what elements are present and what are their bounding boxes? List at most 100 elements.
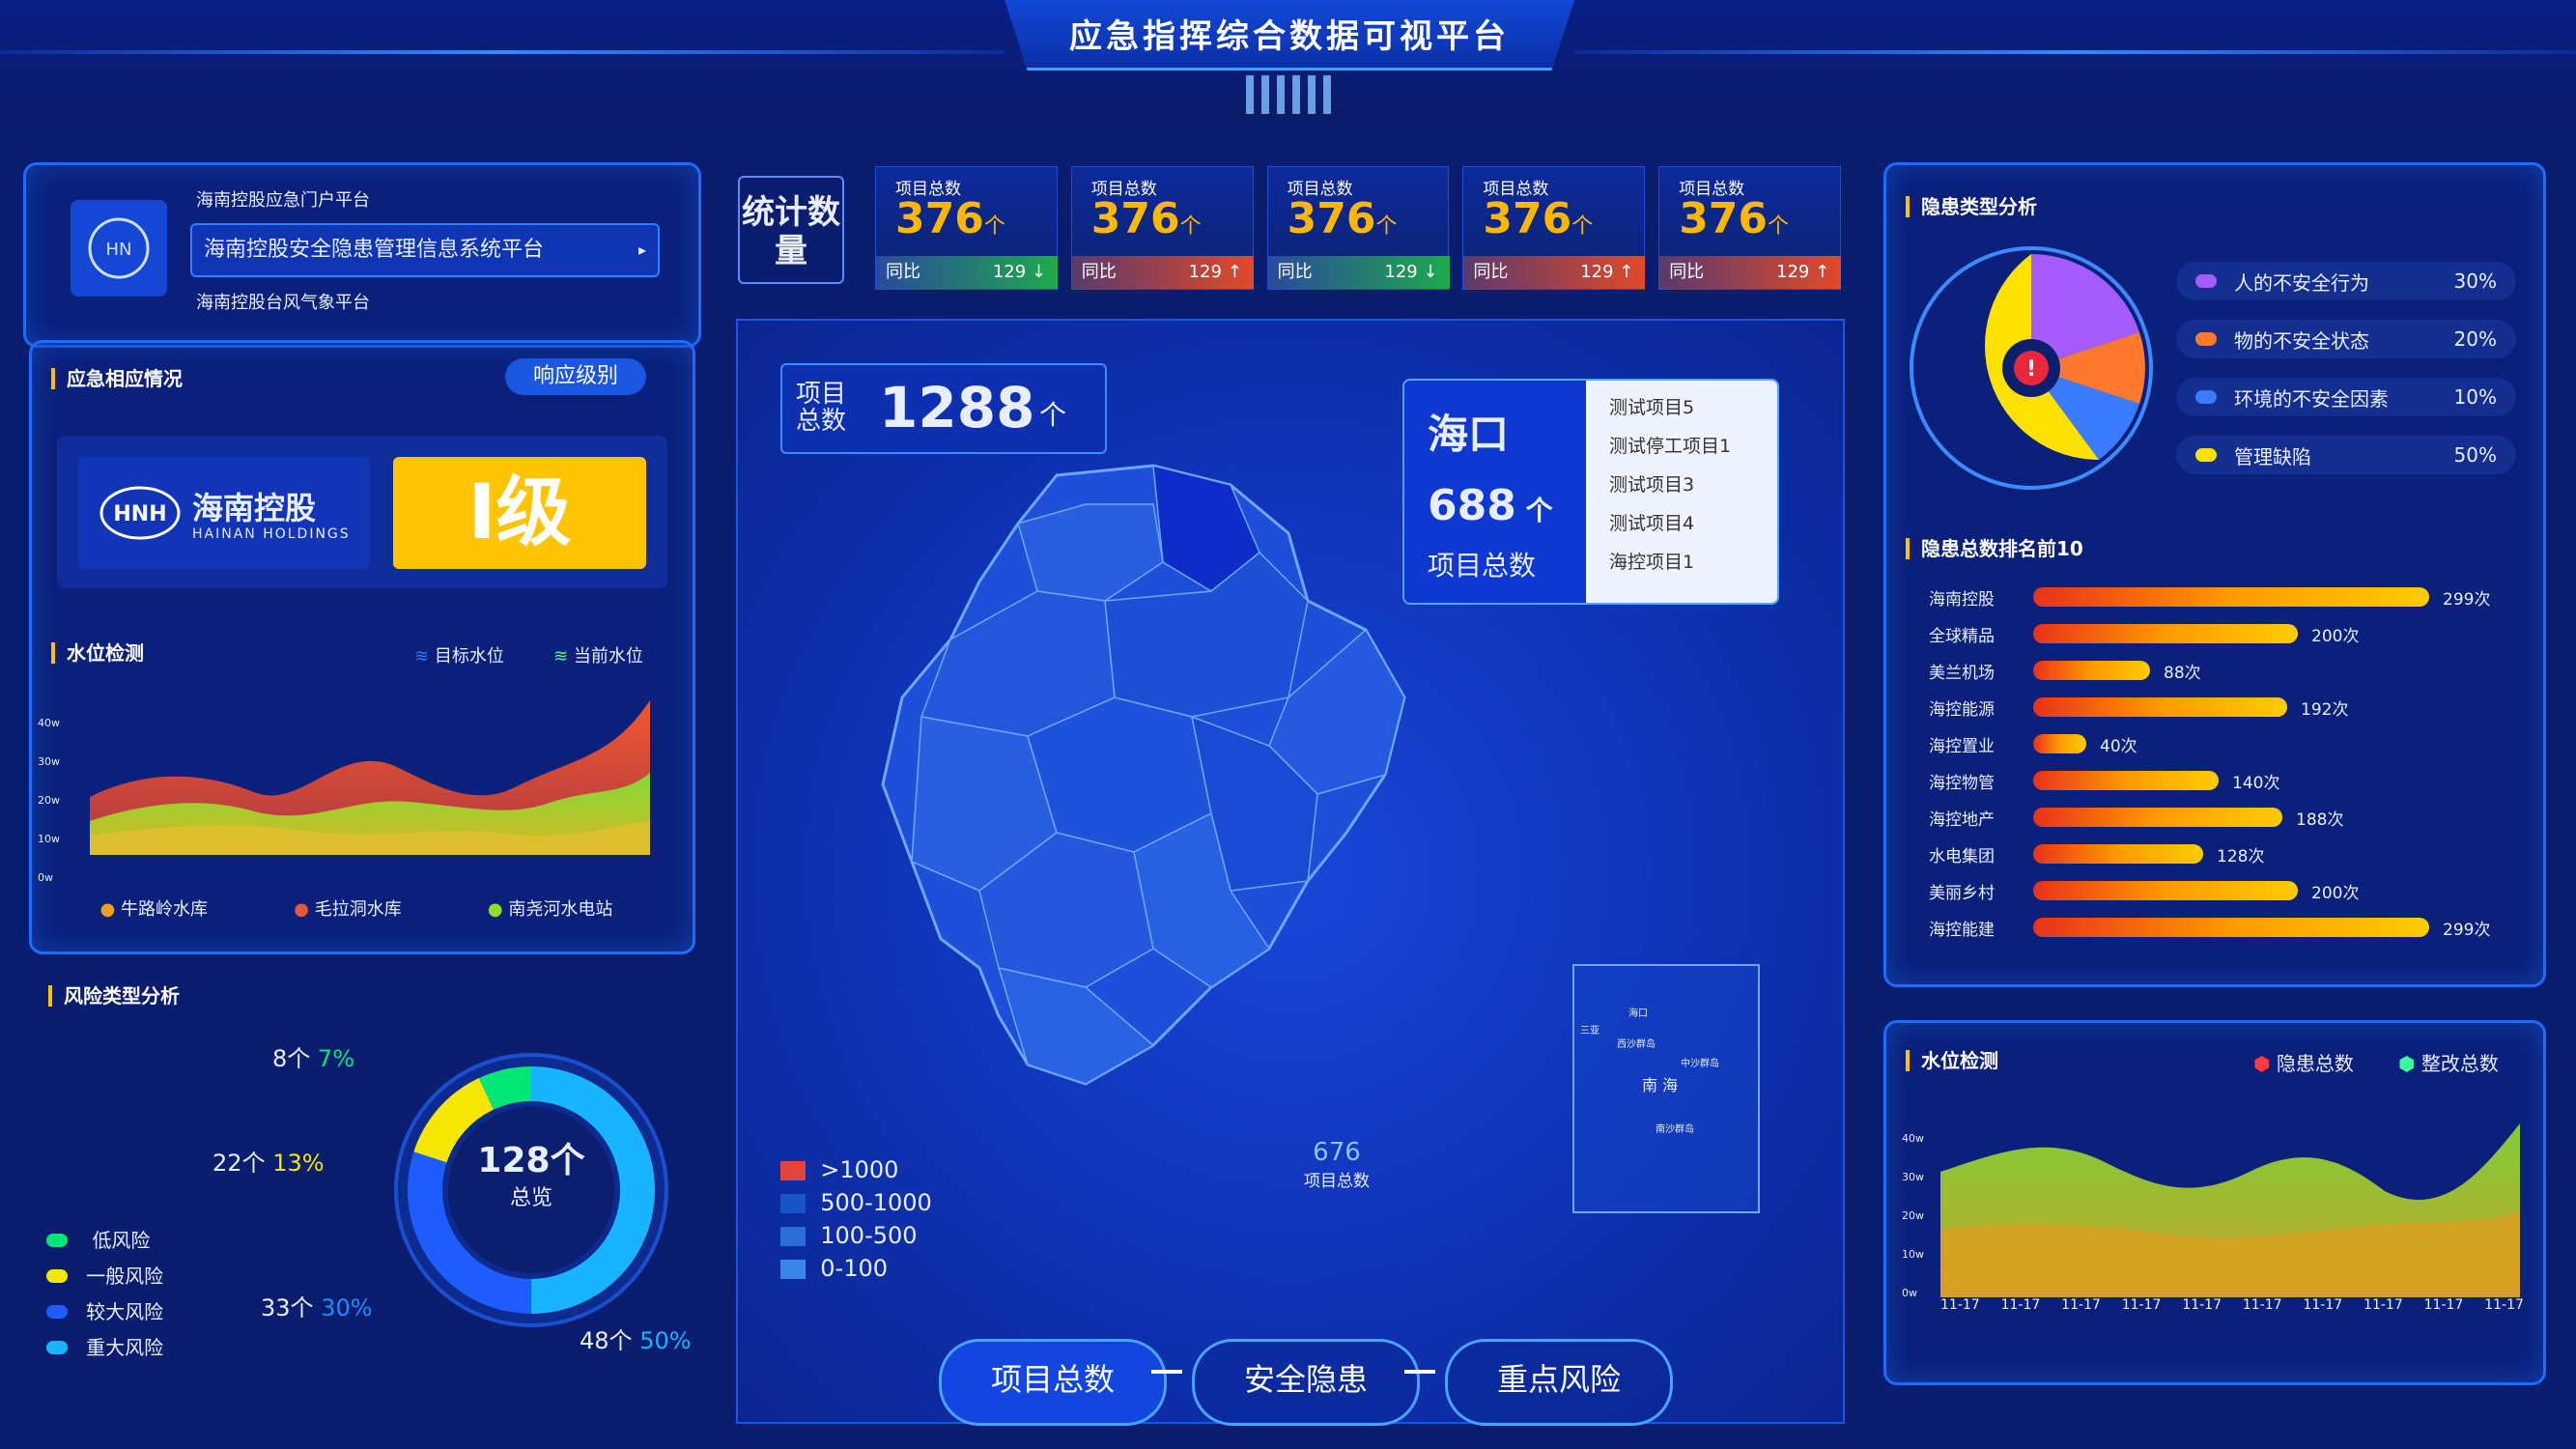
risk-callout-critical: 48个 50% <box>580 1321 692 1355</box>
project-item[interactable]: 测试项目5 <box>1609 397 1695 418</box>
danger-type-item[interactable]: 物的不安全状态 20% <box>2176 320 2516 358</box>
danger-type-legend: 人的不安全行为 30% 物的不安全状态 20% 环境的不安全因素 10% 管理缺陷 50… <box>2176 262 2516 474</box>
water2-x-axis: 11-17 11-17 11-17 11-17 11-17 11-17 11-1… <box>1940 1297 2524 1313</box>
stat-title: 项目总数 <box>1679 180 1745 199</box>
stat-card[interactable]: 项目总数 376个 同比 129 ↑ <box>1070 166 1254 290</box>
stat-card[interactable]: 项目总数 376个 同比 129 ↑ <box>1658 166 1842 290</box>
portal-link-2-label: 海南控股安全隐患管理信息系统平台 <box>204 238 545 262</box>
response-level-button[interactable]: 响应级别 <box>505 358 646 395</box>
risk-legend: 低风险 一般风险 较大风险 重大风险 <box>46 1223 163 1366</box>
stat-foot-number: 129 <box>992 262 1027 282</box>
nav-key-risk[interactable]: 重点风险 <box>1445 1339 1673 1426</box>
stat-card[interactable]: 项目总数 376个 同比 129 ↑ <box>1462 166 1646 290</box>
danger-type-item[interactable]: 人的不安全行为 30% <box>2176 262 2516 300</box>
project-item[interactable]: 测试项目4 <box>1609 513 1695 534</box>
emergency-panel: 应急相应情况 响应级别 HNH 海南控股 HAINAN HOLDINGS I级 … <box>29 340 695 954</box>
stat-card[interactable]: 项目总数 376个 同比 129 ↓ <box>875 166 1058 290</box>
ranking-value: 200次 <box>2311 626 2360 646</box>
ranking-title: 隐患总数排名前10 <box>1906 538 2083 559</box>
x-tick: 11-17 <box>2364 1297 2403 1313</box>
y-tick: 20w <box>38 794 60 807</box>
ranking-row[interactable]: 海南控股 299次 <box>1929 579 2508 615</box>
callout-pct: 13% <box>272 1150 325 1177</box>
project-item[interactable]: 测试项目3 <box>1609 474 1695 496</box>
header-deco-right <box>1574 50 2576 54</box>
ranking-name: 海南控股 <box>1929 589 1995 610</box>
station-legend: ● 牛路岭水库 ● 毛拉洞水库 ● 南尧河水电站 <box>57 895 656 921</box>
inset-label: 西沙群岛 <box>1617 1039 1656 1050</box>
stat-footer: 同比 129 ↑ <box>1659 256 1842 289</box>
ranking-bar <box>2033 734 2086 753</box>
stat-footer: 同比 129 ↑ <box>1071 256 1254 289</box>
nav-project-total[interactable]: 项目总数 <box>939 1339 1167 1426</box>
ranking-bar <box>2033 587 2429 607</box>
ranking-bar <box>2033 918 2429 937</box>
y-tick: 20w <box>1902 1209 1924 1222</box>
danger-type-item[interactable]: 管理缺陷 50% <box>2176 436 2516 474</box>
region-label: 项目总数 <box>1428 550 1537 582</box>
ranking-bar <box>2033 624 2298 643</box>
ranking-bar <box>2033 881 2298 900</box>
emergency-title: 应急相应情况 <box>51 368 183 389</box>
region-name: 海口 <box>1428 411 1510 458</box>
station-label: 牛路岭水库 <box>121 899 209 920</box>
ranking-row[interactable]: 海控物管 140次 <box>1929 762 2508 799</box>
svg-text:HNH: HNH <box>113 502 166 526</box>
stat-unit: 个 <box>1375 214 1398 239</box>
danger-type-name: 环境的不安全因素 <box>2234 386 2389 411</box>
map-total-card: 项目总数 1288 个 <box>780 363 1107 454</box>
swatch-icon <box>2195 332 2217 346</box>
stat-card[interactable]: 项目总数 376个 同比 129 ↓ <box>1266 166 1450 290</box>
legend-label: 100-500 <box>820 1222 918 1249</box>
map-area[interactable]: 项目总数 1288 个 海口 688 个 项目总数 测试项目5 测试停工项目1 … <box>736 319 1845 1424</box>
nav-safety-hazard[interactable]: 安全隐患 <box>1192 1339 1420 1426</box>
swatch-icon <box>780 1227 806 1246</box>
map-legend-item: 500-1000 <box>780 1186 932 1219</box>
stat-value: 376 <box>1483 194 1572 243</box>
portal-link-3[interactable]: 海南控股台风气象平台 <box>196 293 370 313</box>
ranking-row[interactable]: 美兰机场 88次 <box>1929 652 2508 689</box>
map-point-label: 676 项目总数 <box>1304 1138 1370 1191</box>
portal-link-1[interactable]: 海南控股应急门户平台 <box>196 190 370 211</box>
ranking-row[interactable]: 美丽乡村 200次 <box>1929 872 2508 909</box>
ranking-row[interactable]: 海控能建 299次 <box>1929 909 2508 946</box>
ranking-row[interactable]: 海控置业 40次 <box>1929 725 2508 762</box>
legend-label: 重大风险 <box>86 1336 164 1359</box>
y-tick: 30w <box>38 755 60 768</box>
nav-divider <box>1404 1370 1435 1374</box>
callout-count: 22个 <box>212 1150 266 1177</box>
legend-fixed: ⬢ 整改总数 <box>2398 1048 2499 1076</box>
risk-total-value: 128个 <box>477 1141 585 1180</box>
ranking-bar <box>2033 771 2219 790</box>
ranking-row[interactable]: 海控能源 192次 <box>1929 689 2508 725</box>
ranking-row[interactable]: 水电集团 128次 <box>1929 836 2508 872</box>
project-item[interactable]: 测试停工项目1 <box>1609 436 1732 457</box>
station-label: 南尧河水电站 <box>508 899 613 920</box>
ranking-bar <box>2033 808 2282 827</box>
wave-icon: ≋ <box>414 646 430 667</box>
danger-type-name: 管理缺陷 <box>2234 444 2311 469</box>
ranking-value: 40次 <box>2100 736 2137 756</box>
danger-type-item[interactable]: 环境的不安全因素 10% <box>2176 378 2516 416</box>
ranking-row[interactable]: 全球精品 200次 <box>1929 615 2508 652</box>
legend-hazard-label: 隐患总数 <box>2276 1052 2354 1075</box>
danger-type-pct: 30% <box>2453 270 2497 293</box>
y-tick: 10w <box>1902 1248 1924 1261</box>
inset-label: 南沙群岛 <box>1656 1124 1694 1135</box>
legend-label: 0-100 <box>820 1255 889 1282</box>
ranking-row[interactable]: 海控地产 188次 <box>1929 799 2508 836</box>
stat-foot-label: 同比 <box>1669 262 1705 282</box>
y-tick: 40w <box>38 717 60 729</box>
risk-donut-chart <box>394 1053 668 1327</box>
portal-link-2[interactable]: 海南控股安全隐患管理信息系统平台 ▸ <box>190 223 660 277</box>
x-tick: 11-17 <box>2303 1297 2343 1313</box>
project-item[interactable]: 海控项目1 <box>1609 552 1695 573</box>
stat-foot-label: 同比 <box>1081 262 1117 282</box>
region-card[interactable]: 海口 688 个 项目总数 测试项目5 测试停工项目1 测试项目3 测试项目4 … <box>1402 379 1779 605</box>
hainan-map[interactable] <box>863 446 1462 1103</box>
risk-callout-major: 33个 30% <box>261 1289 373 1322</box>
risk-legend-item: 重大风险 <box>46 1330 163 1366</box>
svg-text:HN: HN <box>106 240 132 260</box>
y-tick: 30w <box>1902 1171 1924 1183</box>
danger-panel: 隐患类型分析 ! 人的不安全行为 30% 物的不安全状态 20% 环境的不安全因素 1… <box>1883 162 2546 987</box>
